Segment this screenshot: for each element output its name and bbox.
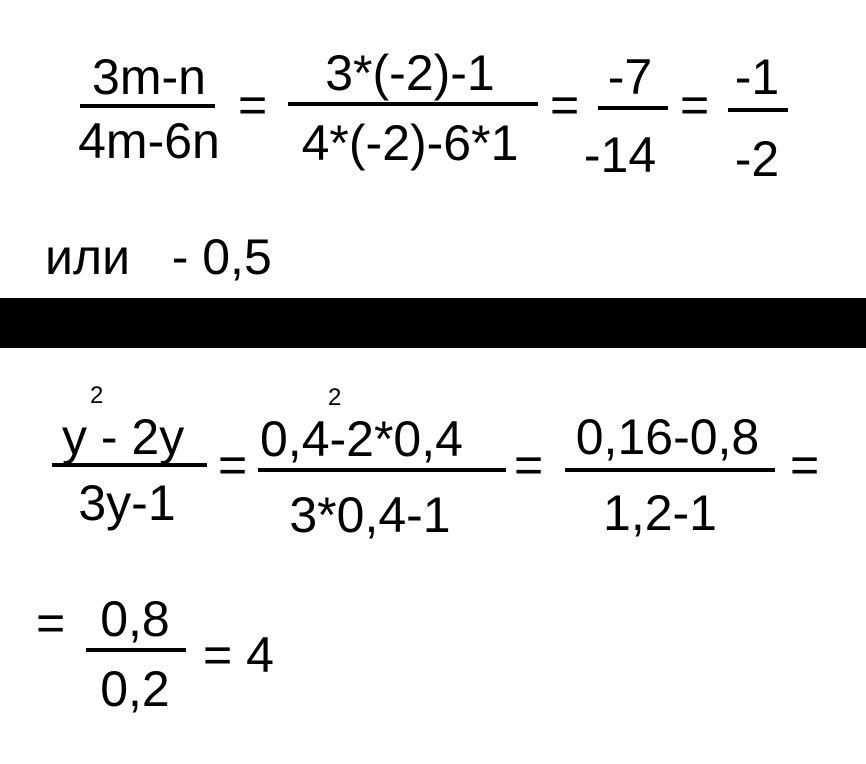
p1-frac4-denominator: -2 [734, 131, 780, 187]
p1-frac1-line [80, 104, 215, 108]
p1-equals-3: = [680, 77, 710, 133]
divider-bar [0, 298, 866, 348]
p2-frac2-numerator: 0,4-2*0,4 [260, 411, 463, 467]
p1-frac4-numerator: -1 [734, 49, 780, 105]
p1-answer: или - 0,5 [45, 229, 272, 285]
p1-frac3-line [598, 106, 668, 110]
p1-frac2-line [288, 102, 538, 106]
p2-frac1-line [52, 463, 207, 467]
p1-equals-1: = [238, 77, 268, 133]
p2-equals-3: = [790, 437, 820, 493]
p1-frac4-line [728, 108, 788, 112]
p2-frac4-denominator: 0,2 [100, 661, 170, 717]
p1-frac3-numerator: -7 [607, 49, 653, 105]
p2-frac2-denominator: 3*0,4-1 [289, 487, 451, 543]
p2-frac1-denominator: 3y-1 [78, 475, 176, 531]
p2-frac2-exponent: 2 [328, 384, 342, 411]
p2-frac2-line [258, 468, 506, 472]
p2-frac3-numerator: 0,16-0,8 [575, 409, 760, 465]
p2-equals-2: = [514, 437, 544, 493]
p1-frac1-denominator: 4m-6n [78, 113, 220, 169]
p2-frac4-numerator: 0,8 [100, 591, 170, 647]
p2-frac4-line [86, 648, 186, 652]
p1-equals-2: = [550, 77, 580, 133]
p1-frac2-numerator: 3*(-2)-1 [325, 45, 495, 101]
p2-frac1-numerator: y - 2y [62, 409, 185, 465]
p1-frac1-numerator: 3m-n [92, 49, 206, 105]
p2-equals-1: = [218, 437, 248, 493]
p2-frac3-denominator: 1,2-1 [603, 485, 717, 541]
p2-equals-4: = [36, 595, 66, 651]
p2-result: = 4 [203, 627, 274, 683]
p2-frac3-line [565, 468, 775, 472]
p2-frac1-exponent: 2 [90, 382, 104, 409]
p1-frac2-denominator: 4*(-2)-6*1 [301, 115, 519, 171]
p1-frac3-denominator: -14 [583, 127, 657, 183]
